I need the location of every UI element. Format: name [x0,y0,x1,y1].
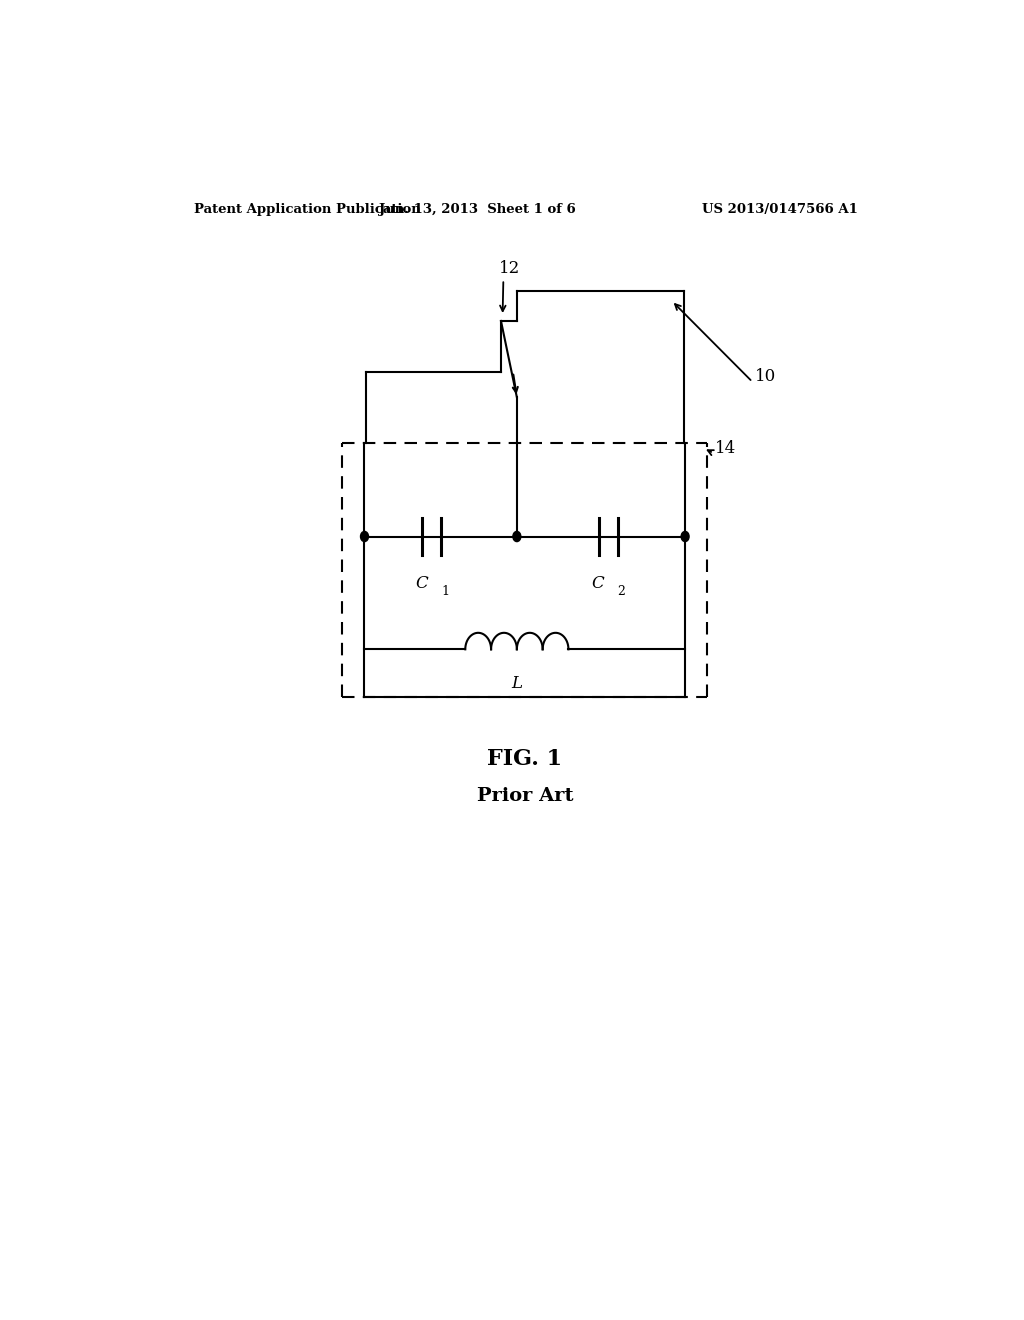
Text: FIG. 1: FIG. 1 [487,748,562,770]
Circle shape [681,532,689,541]
Text: C: C [415,576,428,593]
Text: 2: 2 [617,585,626,598]
Text: C: C [592,576,604,593]
Text: US 2013/0147566 A1: US 2013/0147566 A1 [702,203,858,216]
Text: Jun. 13, 2013  Sheet 1 of 6: Jun. 13, 2013 Sheet 1 of 6 [379,203,575,216]
Circle shape [513,532,521,541]
Text: 12: 12 [500,260,520,277]
Text: Prior Art: Prior Art [476,787,573,804]
Text: Patent Application Publication: Patent Application Publication [194,203,421,216]
Circle shape [360,532,369,541]
Text: 1: 1 [441,585,450,598]
Text: 14: 14 [715,440,736,457]
Text: L: L [511,675,522,692]
Text: 10: 10 [755,368,776,385]
